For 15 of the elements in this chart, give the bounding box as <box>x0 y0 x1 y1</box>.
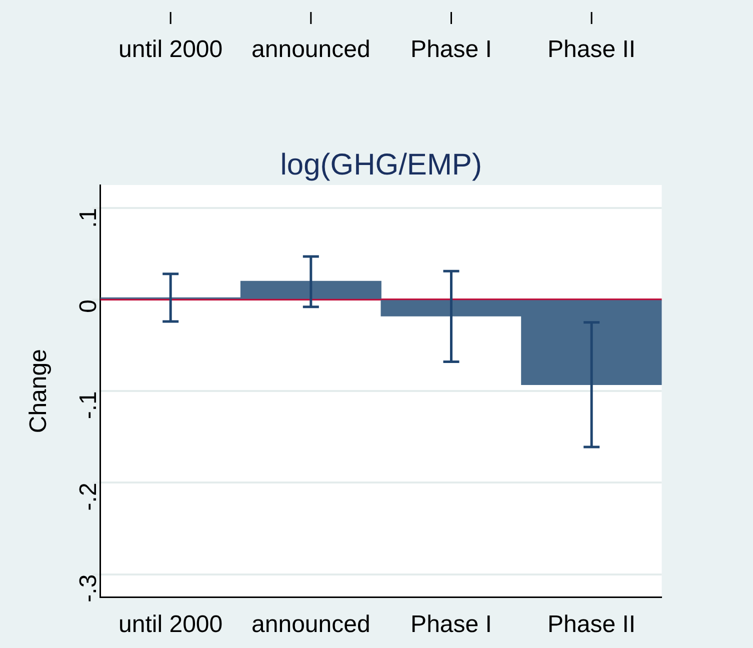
category-label: until 2000 <box>118 36 223 64</box>
category-label: Phase II <box>548 36 636 64</box>
x-tick-label: announced <box>252 611 370 638</box>
y-tick-label: -.3 <box>75 574 102 602</box>
y-tick-label: .1 <box>75 208 102 228</box>
y-axis-title: Change <box>24 349 52 434</box>
category-label: announced <box>252 36 370 64</box>
category-label: Phase I <box>410 36 492 64</box>
x-tick-label: until 2000 <box>118 611 223 638</box>
chart-title: log(GHG/EMP) <box>280 148 482 182</box>
y-tick-label: 0 <box>75 300 102 313</box>
y-tick-label: -.1 <box>75 391 102 420</box>
x-tick-label: Phase I <box>410 611 492 638</box>
y-tick-label: -.2 <box>75 482 102 511</box>
x-tick-label: Phase II <box>548 611 636 638</box>
